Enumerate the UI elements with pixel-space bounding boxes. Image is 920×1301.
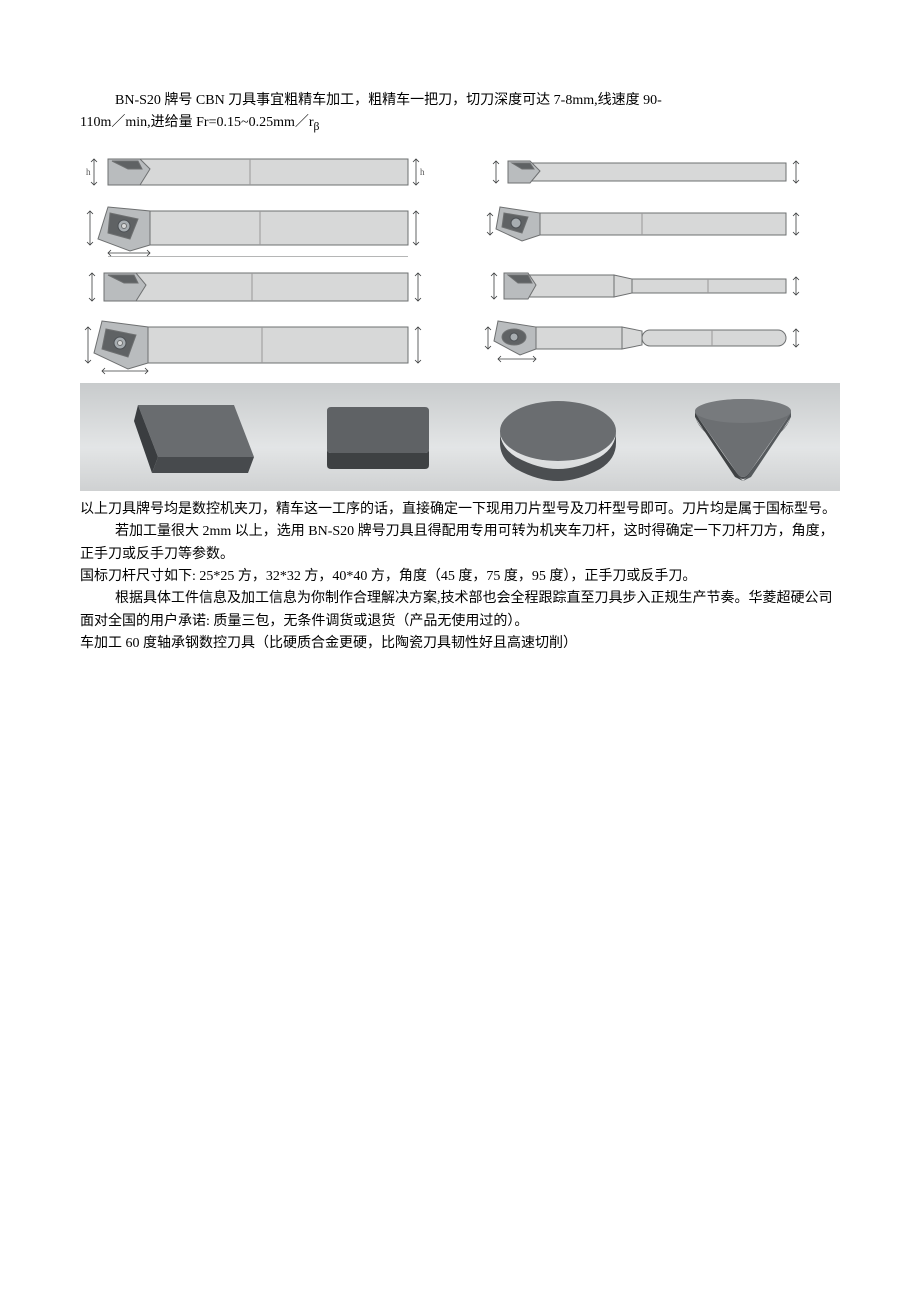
- tool-bar-side-4: [482, 265, 832, 307]
- insert-shape-1: [98, 387, 268, 487]
- tool-bar-top-3: [80, 315, 460, 375]
- insert-shape-2: [283, 387, 453, 487]
- tool-diagram-figure: h h: [80, 151, 840, 491]
- insert-shape-4: [653, 387, 823, 487]
- intro-subscript: β: [314, 120, 320, 133]
- tool-bar-side-2: [482, 151, 832, 193]
- diagram-col-left-2: [80, 265, 460, 375]
- body-para-5: 车加工 60 度轴承钢数控刀具（比硬质合金更硬，比陶瓷刀具韧性好且高速切削）: [80, 633, 840, 655]
- diagram-col-left-1: h h: [80, 151, 460, 257]
- svg-text:h: h: [86, 167, 91, 177]
- diagram-row-2: [80, 265, 840, 375]
- body-para-3: 国标刀杆尺寸如下: 25*25 方，32*32 方，40*40 方，角度（45 …: [80, 566, 840, 588]
- intro-line-2-text: 110m／min,进给量 Fr=0.15~0.25mm／r: [80, 115, 314, 130]
- intro-line-2: 110m／min,进给量 Fr=0.15~0.25mm／rβ: [80, 112, 840, 136]
- diagram-row-1: h h: [80, 151, 840, 257]
- body-para-2: 若加工量很大 2mm 以上，选用 BN-S20 牌号刀具且得配用专用可转为机夹车…: [80, 521, 840, 566]
- diagram-col-right-1: [482, 151, 832, 257]
- insert-shape-3: [468, 387, 638, 487]
- insert-photo-row: [80, 383, 840, 491]
- diagram-col-right-2: [482, 265, 832, 375]
- body-para-1: 以上刀具牌号均是数控机夹刀，精车这一工序的话，直接确定一下现用刀片型号及刀杆型号…: [80, 499, 840, 521]
- tool-bar-top-4: [482, 313, 832, 363]
- intro-line-1: BN-S20 牌号 CBN 刀具事宜粗精车加工，粗精车一把刀，切刀深度可达 7-…: [80, 90, 840, 112]
- tool-bar-side-1: h h: [80, 151, 460, 193]
- tool-bar-top-1: [80, 199, 460, 257]
- svg-text:h: h: [420, 167, 425, 177]
- body-para-4: 根据具体工件信息及加工信息为你制作合理解决方案,技术部也会全程跟踪直至刀具步入正…: [80, 588, 840, 633]
- tool-bar-top-2: [482, 199, 832, 249]
- tool-bar-side-3: [80, 265, 460, 309]
